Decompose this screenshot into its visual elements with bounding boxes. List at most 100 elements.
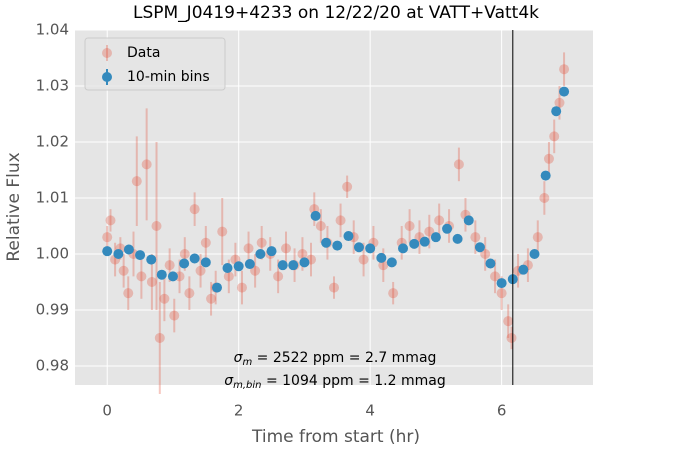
data-point (179, 248, 190, 259)
data-point (335, 215, 346, 226)
bin-point (102, 246, 113, 257)
data-point (404, 220, 415, 231)
data-point (543, 153, 554, 164)
legend-box (84, 37, 226, 91)
marks (102, 52, 570, 394)
data-point (123, 288, 134, 299)
chart-title: LSPM_J0419+4233 on 12/22/20 at VATT+Vatt… (133, 3, 539, 23)
data-point (480, 248, 491, 259)
bin-point (551, 106, 562, 117)
bin-point (376, 252, 387, 263)
y-tick-label: 0.99 (36, 300, 69, 318)
bin-point (167, 271, 178, 282)
data-point (315, 220, 326, 231)
data-point (297, 248, 308, 259)
data-point (358, 254, 369, 265)
bin-point (189, 253, 200, 264)
bin-point (135, 250, 146, 261)
data-point (206, 293, 217, 304)
data-point (503, 316, 514, 327)
bin-point (463, 215, 474, 226)
y-tick-label: 1.01 (36, 188, 69, 206)
bin-point (233, 261, 244, 272)
bin-point (255, 248, 266, 259)
bin-point (222, 262, 233, 273)
data-point (273, 271, 284, 282)
data-point (164, 260, 175, 271)
bin-point (113, 248, 124, 259)
data-point (105, 215, 116, 226)
bin-point (277, 260, 288, 271)
bin-point (518, 264, 529, 275)
data-point (151, 220, 162, 231)
data-point (131, 176, 142, 187)
x-tick-label: 4 (365, 402, 375, 420)
data-point (223, 271, 234, 282)
bin-point (179, 258, 190, 269)
data-point (159, 293, 170, 304)
data-point (200, 237, 211, 248)
x-axis-label: Time from start (hr) (251, 427, 420, 447)
bin-point (299, 257, 310, 268)
legend-marker (102, 48, 112, 58)
y-tick-label: 1.04 (36, 21, 69, 39)
data-point (506, 332, 517, 343)
bin-point (398, 243, 409, 254)
bin-point (496, 278, 507, 289)
data-point (490, 271, 501, 282)
data-point (184, 288, 195, 299)
x-tick-label: 6 (497, 402, 507, 420)
y-axis-label: Relative Flux (4, 152, 24, 261)
data-point (549, 131, 560, 142)
data-point (539, 192, 550, 203)
data-point (329, 282, 339, 293)
bin-point (442, 223, 453, 234)
bin-point (200, 257, 211, 268)
data-point (195, 265, 206, 276)
bin-point (430, 232, 441, 243)
bin-point (343, 231, 354, 242)
bin-point (365, 243, 376, 254)
bin-point (310, 210, 321, 221)
bin-point (353, 242, 364, 253)
annotation-subscript: m (242, 357, 252, 368)
bin-point (409, 238, 420, 249)
data-point (496, 288, 507, 299)
data-point (217, 226, 228, 237)
data-point (434, 215, 445, 226)
annotation-subscript: m,bin (233, 380, 261, 391)
bin-point (474, 242, 485, 253)
annotation-symbol: σ (224, 373, 234, 389)
y-tick-label: 1.02 (36, 132, 69, 150)
annotation: σm = 2522 ppm = 2.7 mmag (234, 350, 437, 368)
data-point (118, 265, 129, 276)
bin-point (266, 246, 277, 257)
data-point (281, 243, 292, 254)
bin-point (211, 282, 222, 293)
annotation-symbol: σ (234, 350, 244, 366)
data-point (141, 159, 152, 170)
data-point (169, 310, 180, 321)
data-point (532, 232, 543, 243)
annotation: σm,bin = 1094 ppm = 1.2 mmag (224, 373, 445, 391)
bin-point (321, 237, 332, 248)
bin-point (386, 257, 397, 268)
x-tick-label: 2 (234, 402, 244, 420)
bin-point (332, 240, 343, 251)
bin-point (452, 233, 463, 244)
y-tick-label: 1.03 (36, 76, 69, 94)
bin-point (485, 258, 496, 269)
bin-point (123, 244, 134, 255)
legend-label: 10-min bins (127, 69, 210, 85)
x-tick-label: 0 (102, 402, 112, 420)
bin-point (244, 259, 255, 270)
data-point (342, 181, 353, 192)
data-point (256, 237, 267, 248)
data-point (146, 276, 157, 287)
data-point (243, 243, 254, 254)
data-point (388, 288, 399, 299)
data-point (189, 204, 200, 215)
bin-point (540, 170, 551, 181)
